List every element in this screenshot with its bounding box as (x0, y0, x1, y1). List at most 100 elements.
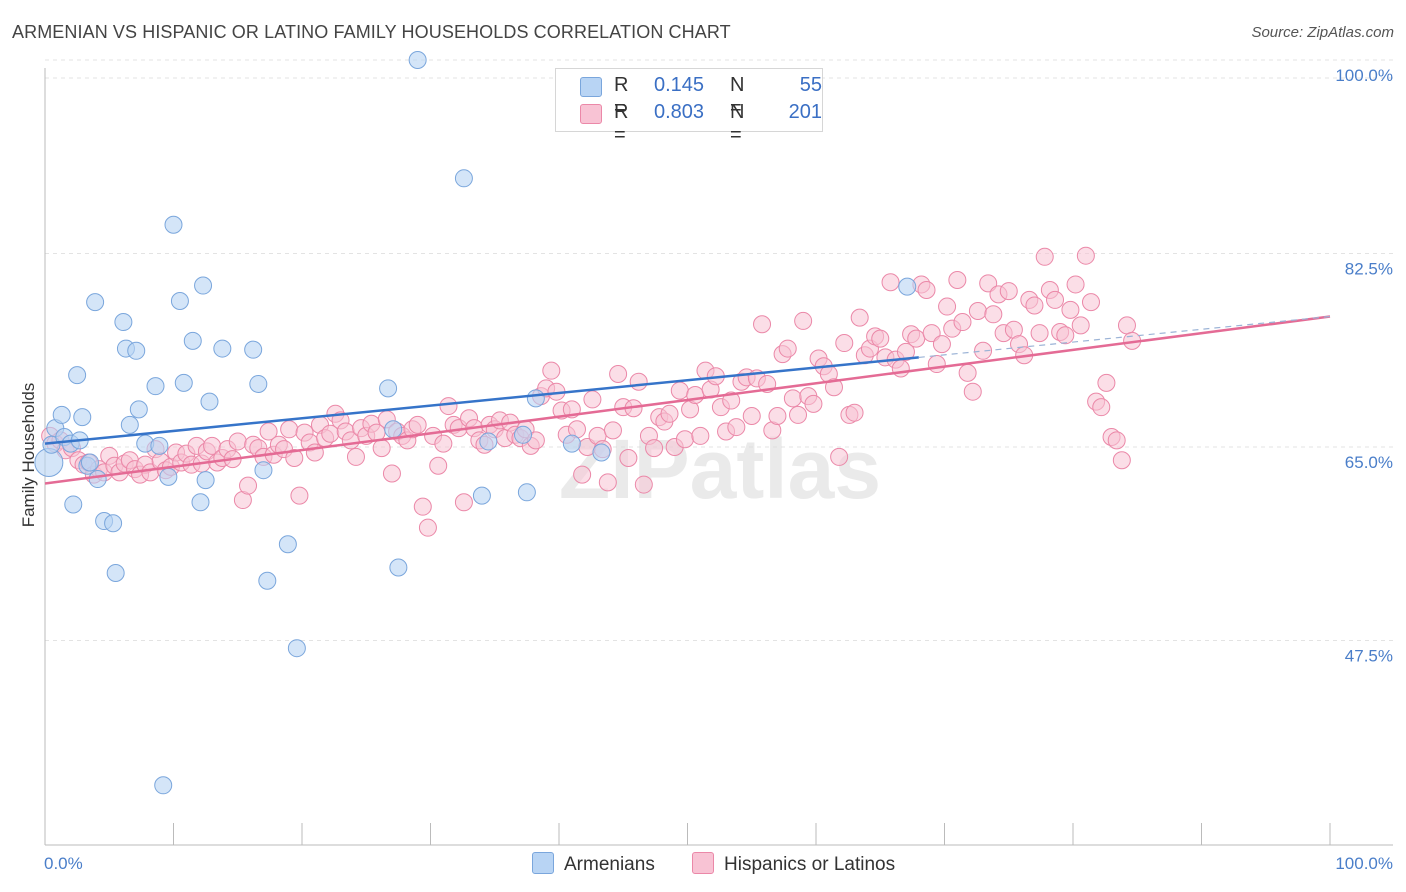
y-tick-label: 82.5% (1345, 259, 1393, 278)
armenian-point (254, 461, 273, 480)
hispanic-trend-line (44, 315, 1331, 485)
armenian-point (258, 571, 277, 590)
hispanic-point (634, 475, 653, 494)
hispanic-point (1056, 326, 1075, 345)
hispanic-point (824, 378, 843, 397)
hispanic-point (1030, 324, 1049, 343)
armenian-point (120, 415, 139, 434)
hispanic-point (239, 476, 258, 495)
hispanic-point (835, 334, 854, 353)
armenian-point (592, 443, 611, 462)
hispanic-point (259, 422, 278, 441)
hispanic-swatch (580, 104, 602, 124)
hispanic-point (783, 389, 802, 408)
correlation-legend: R = 0.145 N = 55 R = 0.803 N = 201 (555, 68, 823, 146)
armenian-points (34, 51, 917, 795)
hispanic-point (768, 407, 787, 426)
armenian-r-value: 0.145 (654, 74, 705, 96)
armenian-point (213, 339, 232, 358)
hispanic-point (583, 390, 602, 409)
armenian-swatch (580, 77, 602, 97)
armenian-point (287, 639, 306, 658)
armenian-point (514, 425, 533, 444)
hispanic-point (753, 315, 772, 334)
hispanic-point (542, 361, 561, 380)
hispanic-point (675, 430, 694, 449)
hispanic-point (670, 381, 689, 400)
legend-item-hispanics[interactable]: Hispanics or Latinos (692, 852, 895, 876)
armenian-point (472, 486, 491, 505)
r-label: R = (614, 101, 629, 146)
hispanic-point (1035, 247, 1054, 266)
legend-item-armenians[interactable]: Armenians (532, 852, 655, 876)
hispanic-point (881, 273, 900, 292)
hispanic-point (830, 447, 849, 466)
hispanic-point (1107, 431, 1126, 450)
hispanic-point (382, 464, 401, 483)
armenian-point (278, 535, 297, 554)
armenian-point (52, 405, 71, 424)
armenian-point (194, 276, 213, 295)
hispanic-point (573, 465, 592, 484)
hispanic-n-value: 201 (788, 101, 822, 123)
hispanic-point (408, 415, 427, 434)
armenian-point (562, 434, 581, 453)
hispanic-point (1097, 373, 1116, 392)
x-tick-label: 100.0% (1335, 854, 1393, 873)
hispanic-point (629, 372, 648, 391)
hispanic-point (429, 456, 448, 475)
hispanic-point (789, 405, 808, 424)
hispanic-point (439, 397, 458, 416)
hispanic-point (603, 421, 622, 440)
hispanic-point (907, 329, 926, 348)
hispanic-point (948, 271, 967, 290)
armenian-point (86, 293, 105, 312)
armenian-point (174, 373, 193, 392)
armenian-trend-extension (918, 315, 1331, 359)
source-credit: Source: ZipAtlas.com (1251, 24, 1394, 41)
armenian-point (114, 313, 133, 332)
hispanic-point (932, 335, 951, 354)
hispanic-point (609, 365, 628, 383)
armenian-point (150, 436, 169, 455)
hispanic-point (619, 449, 638, 468)
hispanic-point (285, 449, 304, 468)
y-tick-label: 65.0% (1345, 453, 1393, 472)
armenian-point (106, 564, 125, 583)
hispanic-point (953, 313, 972, 332)
armenian-point (196, 471, 215, 490)
hispanic-r-value: 0.803 (654, 101, 705, 123)
armenian-point (129, 400, 148, 419)
hispanic-point (598, 473, 617, 492)
armenian-point (183, 331, 202, 350)
hispanic-point (794, 311, 813, 330)
hispanic-point (999, 282, 1018, 301)
hispanic-point (963, 382, 982, 401)
hispanic-point (434, 434, 453, 453)
hispanic-point (645, 439, 664, 458)
hispanic-point (1066, 275, 1085, 294)
armenian-point (154, 776, 173, 795)
hispanic-point (850, 308, 869, 327)
hispanic-point (778, 339, 797, 358)
hispanic-point (922, 324, 941, 343)
n-label: N = (730, 101, 745, 146)
hispanic-point (454, 493, 473, 512)
hispanic-point (968, 301, 987, 320)
hispanic-point (413, 497, 432, 516)
armenian-n-value: 55 (799, 74, 822, 96)
hispanic-point (691, 426, 710, 445)
hispanic-point (372, 439, 391, 458)
hispanic-point (927, 355, 946, 374)
armenian-point (64, 495, 83, 514)
r-label: R = (614, 74, 629, 119)
hispanic-point (1117, 316, 1136, 335)
hispanic-point (1076, 246, 1095, 265)
hispanic-point (290, 486, 309, 505)
hispanic-point (917, 280, 936, 299)
armenian-point (88, 470, 107, 489)
armenians-swatch (532, 852, 554, 874)
hispanic-point (228, 432, 247, 451)
armenian-point (104, 514, 123, 533)
